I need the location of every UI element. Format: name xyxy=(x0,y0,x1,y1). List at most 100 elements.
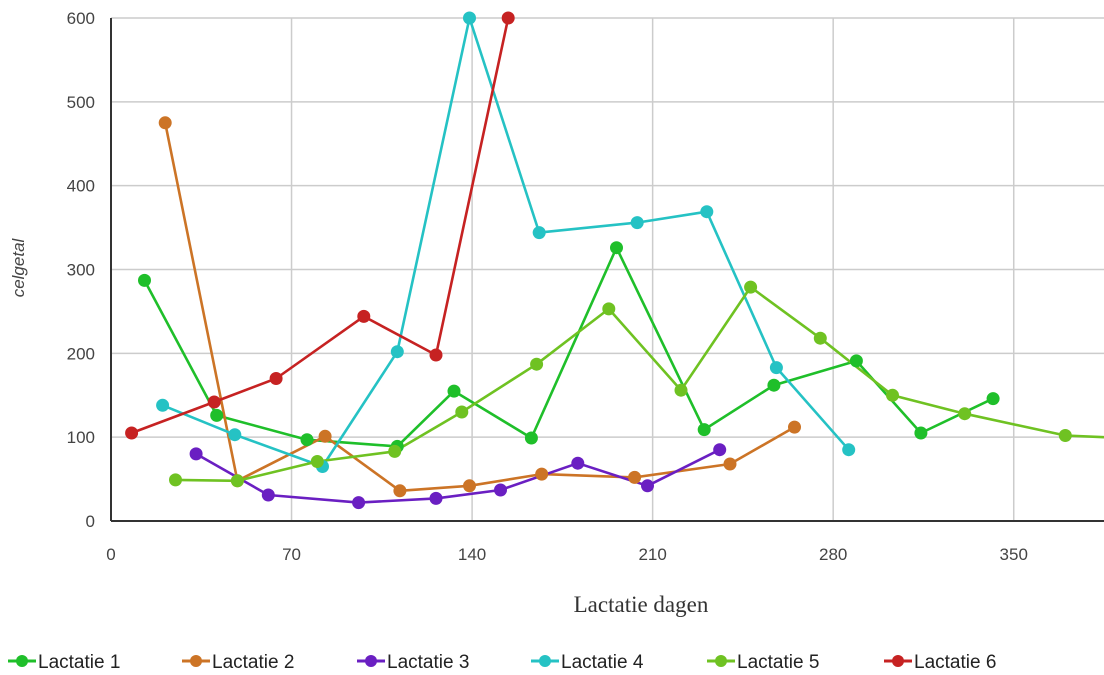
data-point[interactable] xyxy=(357,309,371,323)
y-tick-label: 600 xyxy=(67,9,95,28)
data-point[interactable] xyxy=(813,331,827,345)
data-point[interactable] xyxy=(610,241,623,255)
data-point[interactable] xyxy=(602,302,616,316)
data-point[interactable] xyxy=(455,405,469,419)
y-tick-label: 100 xyxy=(67,428,95,447)
data-point[interactable] xyxy=(463,11,476,25)
data-point[interactable] xyxy=(697,423,711,437)
data-point[interactable] xyxy=(628,470,642,484)
data-point[interactable] xyxy=(261,488,275,502)
data-point[interactable] xyxy=(393,484,407,498)
y-tick-label: 0 xyxy=(86,512,95,531)
data-point[interactable] xyxy=(886,388,899,402)
series-line-1 xyxy=(143,246,994,448)
series-line-6 xyxy=(131,17,510,435)
series-lines xyxy=(131,16,1104,504)
x-tick-label: 70 xyxy=(282,545,301,564)
data-point[interactable] xyxy=(532,226,546,240)
data-point[interactable] xyxy=(674,383,688,397)
data-point[interactable] xyxy=(156,398,170,412)
data-point[interactable] xyxy=(630,216,644,230)
data-point[interactable] xyxy=(767,378,781,392)
series-line-4 xyxy=(162,16,850,468)
data-point[interactable] xyxy=(300,433,314,447)
legend-label: Lactatie 1 xyxy=(38,652,120,673)
x-tick-label: 0 xyxy=(106,545,115,564)
data-point[interactable] xyxy=(228,428,242,442)
legend-label: Lactatie 6 xyxy=(914,652,996,673)
data-point[interactable] xyxy=(535,467,549,481)
legend-swatch-marker xyxy=(190,655,202,667)
legend[interactable]: Lactatie 1 Lactatie 2 Lactatie 3 Lactatie 4… xyxy=(8,652,996,673)
x-tick-label: 350 xyxy=(1000,545,1028,564)
legend-item-3[interactable]: Lactatie 3 xyxy=(357,652,469,673)
y-tick-label: 200 xyxy=(67,344,95,363)
axes xyxy=(110,18,1104,522)
legend-swatch-marker xyxy=(715,655,727,667)
data-point[interactable] xyxy=(958,407,972,421)
x-tick-label: 280 xyxy=(819,545,847,564)
data-point[interactable] xyxy=(849,354,863,368)
x-tick-label: 210 xyxy=(638,545,666,564)
data-point[interactable] xyxy=(842,443,856,457)
data-point[interactable] xyxy=(269,372,283,385)
data-point[interactable] xyxy=(189,447,203,461)
data-point[interactable] xyxy=(390,345,404,359)
data-point[interactable] xyxy=(530,357,544,371)
data-point[interactable] xyxy=(429,491,443,505)
data-point[interactable] xyxy=(207,395,221,409)
series-line-2 xyxy=(163,122,796,493)
data-point[interactable] xyxy=(914,426,928,440)
data-point[interactable] xyxy=(788,420,801,434)
data-point[interactable] xyxy=(125,426,139,440)
legend-label: Lactatie 3 xyxy=(387,652,469,673)
y-tick-label: 300 xyxy=(67,261,95,280)
data-point[interactable] xyxy=(429,348,443,362)
legend-item-1[interactable]: Lactatie 1 xyxy=(8,652,120,673)
data-point[interactable] xyxy=(501,11,515,25)
data-point[interactable] xyxy=(463,479,476,493)
legend-item-5[interactable]: Lactatie 5 xyxy=(707,652,819,673)
data-point[interactable] xyxy=(138,273,151,287)
legend-item-4[interactable]: Lactatie 4 xyxy=(531,652,644,673)
data-point[interactable] xyxy=(158,116,172,130)
data-point[interactable] xyxy=(641,479,654,493)
data-point[interactable] xyxy=(210,408,224,422)
data-point[interactable] xyxy=(769,361,783,375)
y-tick-label: 400 xyxy=(67,177,95,196)
data-point[interactable] xyxy=(713,443,727,457)
data-point[interactable] xyxy=(744,280,758,294)
data-point[interactable] xyxy=(230,474,244,488)
legend-swatch-marker xyxy=(365,655,377,667)
data-point[interactable] xyxy=(310,455,324,468)
series-line-5 xyxy=(175,285,1104,483)
legend-swatch-marker xyxy=(892,655,904,667)
legend-item-2[interactable]: Lactatie 2 xyxy=(182,652,294,673)
legend-label: Lactatie 5 xyxy=(737,652,819,673)
data-point[interactable] xyxy=(524,431,538,445)
data-point[interactable] xyxy=(571,456,585,470)
x-axis-title: Lactatie dagen xyxy=(574,592,709,617)
data-point[interactable] xyxy=(388,444,402,458)
grid-lines xyxy=(111,17,1104,521)
data-point[interactable] xyxy=(169,473,182,487)
data-point[interactable] xyxy=(1058,429,1072,442)
legend-label: Lactatie 2 xyxy=(212,652,294,673)
data-point[interactable] xyxy=(494,483,507,497)
y-axis-title: celgetal xyxy=(9,237,28,297)
data-point[interactable] xyxy=(447,384,461,398)
data-point[interactable] xyxy=(723,457,737,471)
legend-label: Lactatie 4 xyxy=(561,652,644,673)
y-tick-label: 500 xyxy=(67,93,95,112)
data-point[interactable] xyxy=(352,496,366,510)
legend-swatch-marker xyxy=(16,655,28,667)
tick-labels: 0 70 140 210 280 350 0 100 200 300 400 500 600 xyxy=(67,9,1028,564)
legend-item-6[interactable]: Lactatie 6 xyxy=(884,652,996,673)
data-point[interactable] xyxy=(318,429,332,443)
data-point[interactable] xyxy=(700,205,714,219)
data-point[interactable] xyxy=(986,392,1000,406)
series-points xyxy=(125,11,1072,510)
legend-swatch-marker xyxy=(539,655,551,667)
x-tick-label: 140 xyxy=(458,545,486,564)
